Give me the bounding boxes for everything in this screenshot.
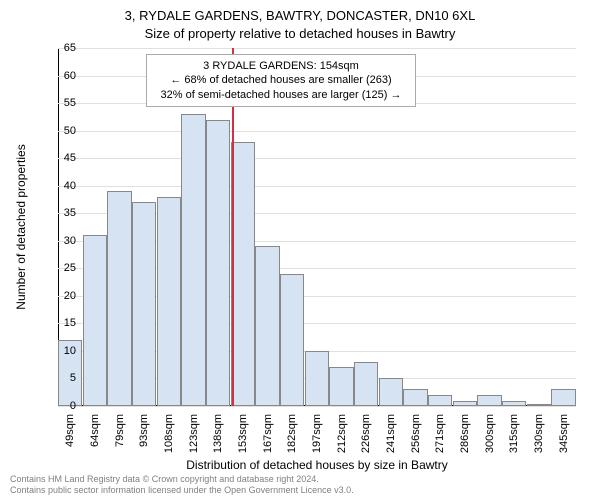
histogram-bar <box>551 389 575 406</box>
annotation-line3: 32% of semi-detached houses are larger (… <box>155 88 407 102</box>
grid-line <box>58 406 576 407</box>
histogram-bar <box>354 362 378 406</box>
chart-title-line2: Size of property relative to detached ho… <box>0 26 600 41</box>
footer-line1: Contains HM Land Registry data © Crown c… <box>10 474 354 485</box>
histogram-bar <box>379 378 403 406</box>
y-tick-label: 20 <box>64 290 76 302</box>
x-tick-label: 197sqm <box>311 414 323 454</box>
x-tick-label: 315sqm <box>508 414 520 454</box>
histogram-bar <box>83 235 107 406</box>
x-tick-label: 123sqm <box>188 414 200 454</box>
x-tick-label: 241sqm <box>385 414 397 454</box>
x-tick-label: 345sqm <box>558 414 570 454</box>
histogram-bar <box>527 404 551 406</box>
y-tick-label: 50 <box>64 125 76 137</box>
grid-line <box>58 186 576 187</box>
x-tick-label: 79sqm <box>114 414 126 454</box>
x-tick-label: 49sqm <box>64 414 76 454</box>
x-tick-label: 108sqm <box>163 414 175 454</box>
chart-title-line1: 3, RYDALE GARDENS, BAWTRY, DONCASTER, DN… <box>0 8 600 23</box>
footer-line2: Contains public sector information licen… <box>10 485 354 496</box>
x-axis-label: Distribution of detached houses by size … <box>58 458 576 472</box>
histogram-bar <box>132 202 156 406</box>
histogram-bar <box>181 114 205 406</box>
annotation-line1: 3 RYDALE GARDENS: 154sqm <box>155 59 407 73</box>
x-tick-label: 153sqm <box>237 414 249 454</box>
y-tick-label: 5 <box>70 372 76 384</box>
histogram-bar <box>428 395 452 406</box>
grid-line <box>58 131 576 132</box>
histogram-bar <box>329 367 353 406</box>
histogram-bar <box>453 401 477 407</box>
histogram-bar <box>502 401 526 407</box>
histogram-bar <box>280 274 304 406</box>
annotation-box: 3 RYDALE GARDENS: 154sqm← 68% of detache… <box>146 54 416 107</box>
x-tick-label: 64sqm <box>89 414 101 454</box>
plot-area: 3 RYDALE GARDENS: 154sqm← 68% of detache… <box>58 48 576 406</box>
y-tick-label: 55 <box>64 97 76 109</box>
footer-attribution: Contains HM Land Registry data © Crown c… <box>10 474 354 496</box>
histogram-bar <box>477 395 501 406</box>
histogram-bar <box>206 120 230 406</box>
x-tick-label: 167sqm <box>262 414 274 454</box>
annotation-line2: ← 68% of detached houses are smaller (26… <box>155 73 407 87</box>
x-tick-label: 286sqm <box>459 414 471 454</box>
x-tick-label: 212sqm <box>336 414 348 454</box>
x-tick-label: 256sqm <box>410 414 422 454</box>
y-tick-label: 0 <box>70 400 76 412</box>
x-tick-label: 300sqm <box>484 414 496 454</box>
x-tick-label: 330sqm <box>533 414 545 454</box>
y-tick-label: 40 <box>64 180 76 192</box>
y-tick-label: 45 <box>64 152 76 164</box>
x-tick-label: 226sqm <box>360 414 372 454</box>
grid-line <box>58 48 576 49</box>
histogram-bar <box>255 246 279 406</box>
y-tick-label: 60 <box>64 70 76 82</box>
y-tick-label: 65 <box>64 42 76 54</box>
histogram-bar <box>305 351 329 406</box>
y-tick-label: 25 <box>64 262 76 274</box>
y-tick-label: 35 <box>64 207 76 219</box>
y-tick-label: 10 <box>64 345 76 357</box>
x-tick-label: 93sqm <box>138 414 150 454</box>
histogram-bar <box>157 197 181 406</box>
grid-line <box>58 158 576 159</box>
y-axis-label: Number of detached properties <box>14 48 30 406</box>
histogram-bar <box>403 389 427 406</box>
histogram-bar <box>107 191 131 406</box>
x-tick-label: 138sqm <box>212 414 224 454</box>
y-tick-label: 30 <box>64 235 76 247</box>
x-tick-label: 271sqm <box>434 414 446 454</box>
x-tick-label: 182sqm <box>286 414 298 454</box>
y-tick-label: 15 <box>64 317 76 329</box>
